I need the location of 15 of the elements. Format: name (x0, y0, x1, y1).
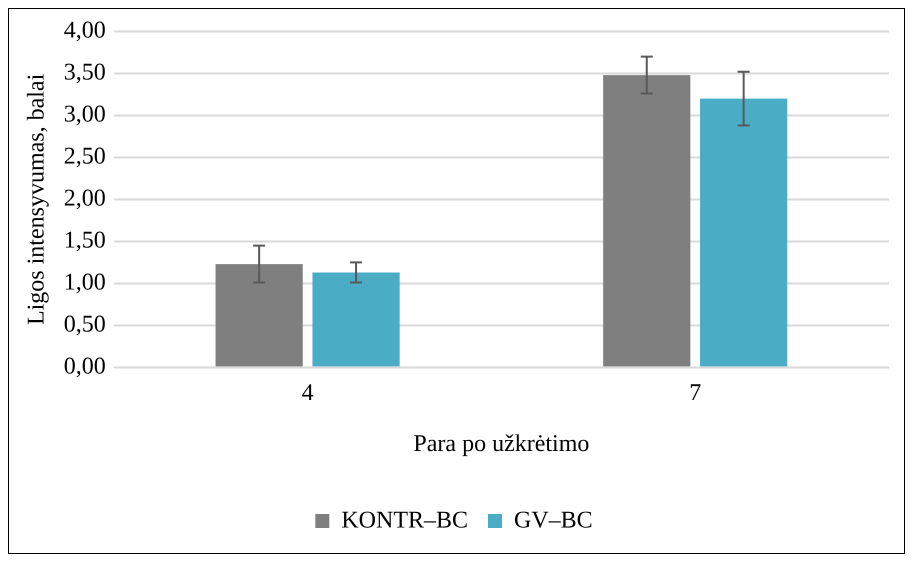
y-tick-label: 2,50 (64, 144, 106, 170)
x-tick-label: 4 (302, 380, 314, 406)
y-tick-label: 1,00 (64, 270, 106, 296)
y-tick-label: 2,00 (64, 186, 106, 212)
x-tick-label: 7 (689, 380, 702, 406)
y-tick-label: 3,00 (64, 102, 106, 128)
y-tick-label: 0,50 (64, 312, 106, 338)
y-tick-label: 4,00 (64, 18, 106, 44)
legend-label: KONTR–BC (341, 507, 468, 534)
y-axis-title: Ligos intensyvumas, balai (24, 73, 50, 326)
legend-label: GV–BC (514, 507, 593, 534)
y-tick-label: 1,50 (64, 228, 106, 254)
x-axis-title: Para po užkrėtimo (413, 430, 590, 457)
y-tick-label: 0,00 (64, 354, 106, 380)
y-tick-label: 3,50 (64, 60, 106, 86)
